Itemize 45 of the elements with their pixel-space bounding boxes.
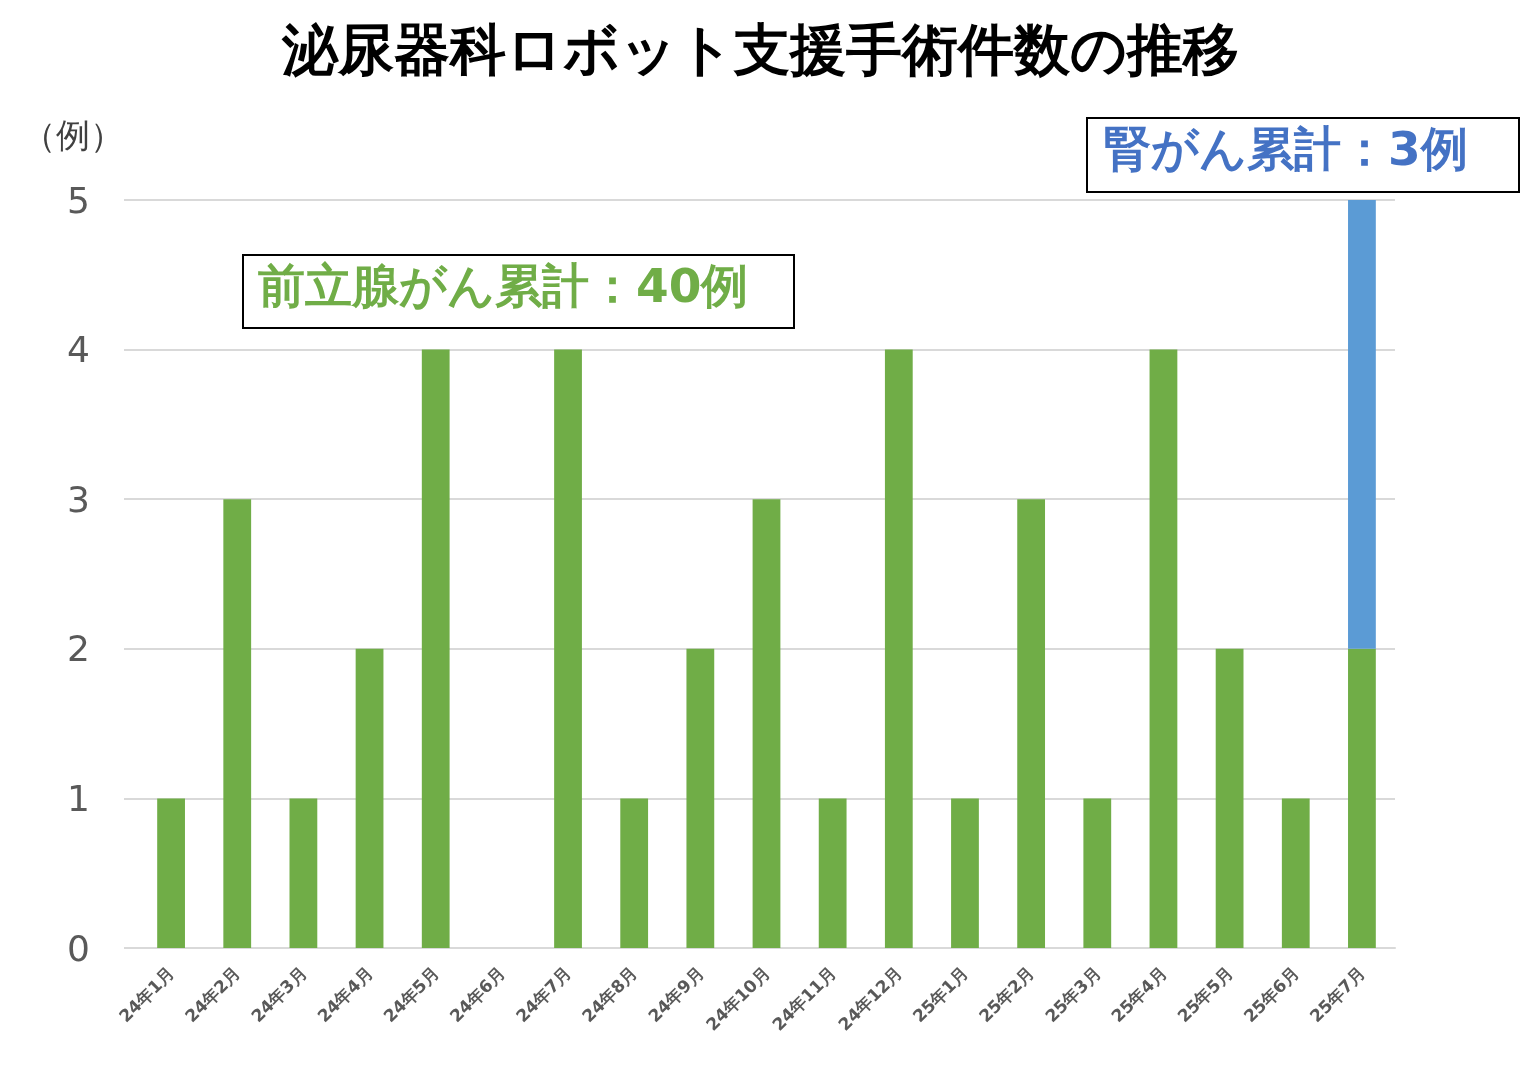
bar — [1348, 200, 1376, 649]
x-tick-label: 24年8月 — [577, 962, 642, 1027]
bar — [157, 798, 185, 948]
bar — [421, 349, 450, 948]
bar — [1017, 499, 1046, 948]
x-tick-label: 25年7月 — [1305, 962, 1369, 1027]
bar — [686, 648, 715, 948]
x-tick-label: 25年1月 — [908, 962, 973, 1027]
bar — [1281, 798, 1310, 948]
bar — [951, 798, 979, 948]
bar — [289, 798, 318, 948]
y-axis-title: （例） — [22, 115, 124, 155]
x-tick-label: 25年3月 — [1041, 962, 1105, 1027]
x-tick-label: 24年2月 — [181, 962, 245, 1027]
bar — [1215, 648, 1244, 948]
bar — [1348, 648, 1376, 948]
y-tick-label: 3 — [67, 478, 90, 520]
bar — [818, 798, 847, 948]
x-tick-label: 25年4月 — [1107, 962, 1171, 1027]
bar — [1149, 349, 1178, 948]
y-tick-label: 0 — [67, 927, 90, 969]
bar — [752, 499, 781, 948]
x-tick-label: 24年1月 — [114, 962, 179, 1027]
bar — [554, 349, 582, 948]
y-tick-label: 1 — [67, 777, 90, 819]
bar — [223, 499, 252, 948]
x-tick-label: 24年4月 — [313, 962, 377, 1027]
x-tick-label: 24年7月 — [511, 962, 576, 1027]
bar — [1083, 798, 1112, 948]
text: 腎がん累計：3例 — [1086, 117, 1520, 193]
bar — [620, 798, 649, 948]
x-tick-label: 24年6月 — [445, 962, 509, 1027]
y-tick-label: 2 — [67, 628, 90, 670]
bar — [884, 349, 913, 948]
x-tick-label: 24年5月 — [379, 962, 443, 1027]
x-tick-label: 25年5月 — [1173, 962, 1237, 1027]
x-tick-label: 24年12月 — [834, 962, 906, 1035]
chart-title: 泌尿器科ロボット支援手術件数の推移 — [281, 16, 1239, 82]
y-tick-label: 4 — [67, 329, 90, 371]
x-tick-label: 24年3月 — [247, 962, 311, 1027]
bar — [355, 648, 384, 948]
annotation: 前立腺がん累計：40例 — [242, 254, 795, 329]
x-tick-label: 25年2月 — [974, 962, 1039, 1027]
y-tick-label: 5 — [67, 179, 90, 221]
x-tick-label: 25年6月 — [1239, 962, 1303, 1027]
